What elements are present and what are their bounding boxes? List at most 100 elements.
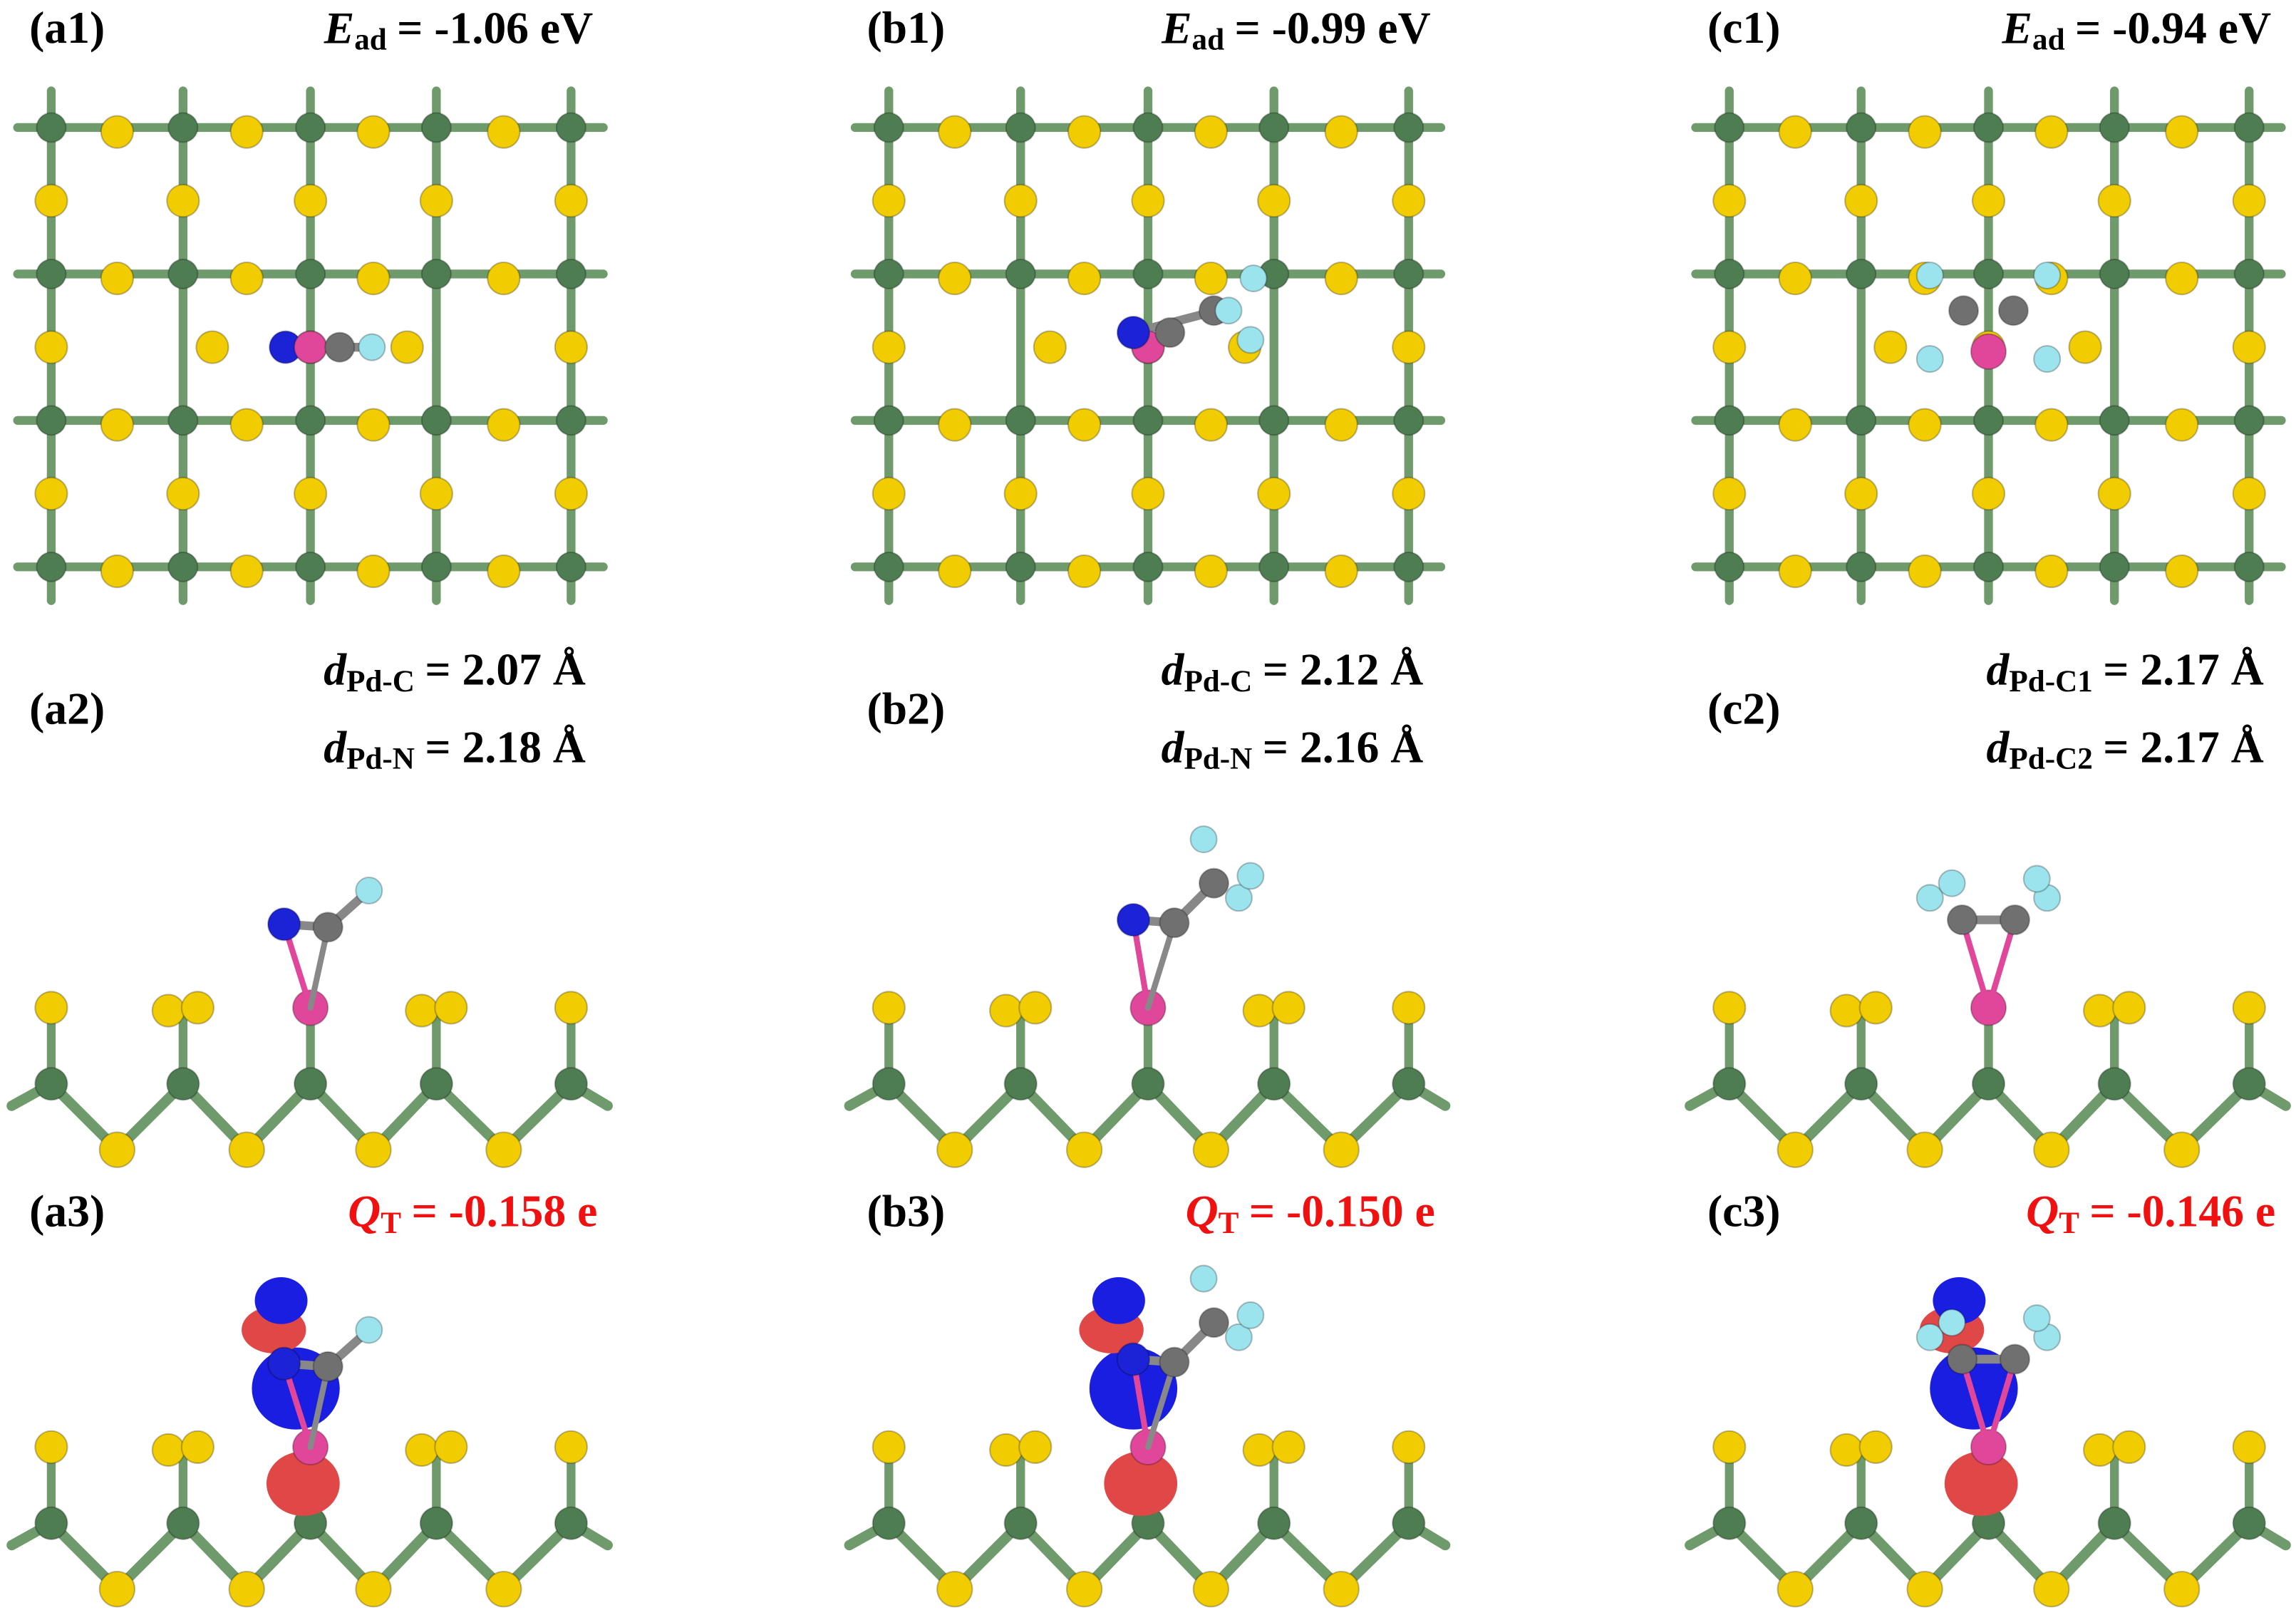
charge-red [1104,1451,1178,1516]
side-view [6,876,613,1168]
atom [1829,1433,1863,1467]
symbol: d [1162,721,1185,772]
atom [1844,477,1878,511]
atom [312,912,343,943]
subscript: T [381,1207,401,1240]
symbol: E [2002,2,2032,53]
atom [2233,551,2265,582]
atom [1033,330,1067,364]
atom [166,1506,200,1540]
atom [1065,1131,1103,1168]
atom [1714,405,1745,436]
atom [419,477,453,511]
atom [293,184,328,218]
subscript: Pd-C1 [2009,665,2092,698]
atom [2232,1067,2266,1101]
atom [34,477,68,511]
atom [1846,112,1877,143]
atom [1005,405,1036,436]
panel-label: (a2) [29,683,105,734]
atom [2022,1304,2051,1333]
atom [1915,345,1944,373]
atom [989,994,1023,1028]
atom [1067,115,1102,149]
atom [356,115,391,149]
atom [1777,1570,1814,1608]
atom [100,115,135,149]
atom [554,330,589,364]
atom [2233,112,2265,143]
atom [1005,258,1036,290]
atom [1132,405,1164,436]
atom [1192,1570,1230,1608]
atom [1132,551,1164,582]
atom [2068,330,2102,364]
atom [1323,1131,1360,1168]
atom [293,330,328,364]
atom [1067,261,1102,296]
atom [2099,112,2130,143]
value: = 2.17 Å [2103,644,2264,694]
atom [1159,907,1190,939]
value: = 2.07 Å [425,644,586,694]
atom [1858,991,1893,1025]
atom [295,551,326,582]
atom [420,112,452,143]
panel [6,86,613,1608]
atom [2083,1433,2117,1467]
atom [1003,184,1038,218]
atom [2112,1430,2146,1464]
atom [1324,261,1358,296]
atom [1236,326,1265,354]
atom [1194,554,1228,589]
atom [487,115,521,149]
atom [1242,994,1276,1028]
atom [1972,405,2005,436]
atom [1132,258,1164,290]
panel [844,86,1451,1608]
atom [390,330,424,364]
atom [1323,1570,1360,1608]
atom [555,405,586,436]
atom [1393,258,1424,290]
atom [554,184,589,218]
atom [1258,112,1290,143]
atom [1938,1309,1966,1337]
atom [1844,1067,1878,1101]
formula: dPd-C = 2.07 Å [324,644,586,698]
value: = 2.16 Å [1263,721,1424,772]
atom [1154,317,1186,349]
subscript: Pd-C [346,665,415,698]
atom [1908,554,1942,589]
atom [100,408,135,442]
atom [1132,112,1164,143]
atom [2233,405,2265,436]
atom [2165,115,2199,149]
atom [1778,408,1812,442]
atom [555,258,586,290]
atom [1239,264,1268,293]
atom [1189,1264,1218,1293]
bond [1985,1356,2018,1450]
atom [1946,904,1978,936]
atom [228,1131,265,1168]
atom [1257,184,1291,218]
atom [166,477,200,511]
atom [1005,112,1036,143]
atom [1858,1430,1893,1464]
atom [872,1430,906,1464]
atom [405,994,439,1028]
symbol: Q [1186,1185,1219,1236]
atom [872,1506,906,1540]
atom [228,1570,265,1608]
atom [1714,551,1745,582]
atom [1159,1346,1190,1378]
atom [312,1351,343,1382]
atom [485,1570,522,1608]
atom [229,115,264,149]
atom [1712,330,1747,364]
formula: QT = -0.158 e [348,1185,597,1240]
atom [1971,184,2006,218]
atom [1257,477,1291,511]
atom [36,405,67,436]
